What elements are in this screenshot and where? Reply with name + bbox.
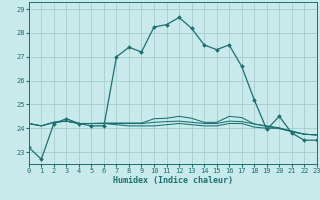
X-axis label: Humidex (Indice chaleur): Humidex (Indice chaleur) <box>113 176 233 185</box>
